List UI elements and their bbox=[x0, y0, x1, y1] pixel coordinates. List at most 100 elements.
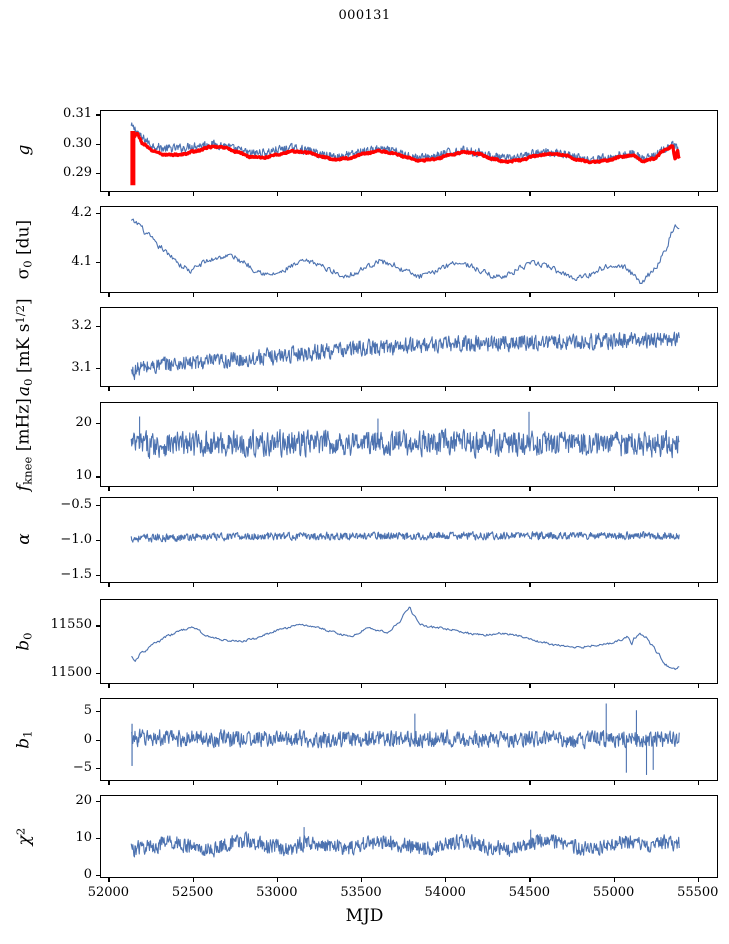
x-tickmark bbox=[613, 583, 615, 587]
x-tickmark bbox=[697, 684, 699, 688]
y-tickmark bbox=[96, 368, 100, 370]
data-series-a0 bbox=[130, 331, 680, 381]
y-tick-label: 20 bbox=[75, 415, 92, 431]
y-tickmark bbox=[96, 476, 100, 478]
x-tick-label: 55500 bbox=[677, 885, 719, 900]
x-tickmark bbox=[529, 192, 531, 196]
data-series-b0 bbox=[131, 606, 680, 671]
data-series-f_knee bbox=[130, 428, 680, 459]
x-tickmark bbox=[192, 487, 194, 491]
x-tickmark bbox=[108, 583, 110, 587]
x-tickmark bbox=[192, 583, 194, 587]
plot-panel-b0 bbox=[100, 599, 718, 684]
y-tickmark bbox=[96, 505, 100, 507]
y-tickmark bbox=[96, 874, 100, 876]
x-tickmark bbox=[276, 583, 278, 587]
x-tickmark bbox=[361, 293, 363, 297]
x-tickmark bbox=[108, 878, 110, 882]
y-tick-label: −1.0 bbox=[60, 532, 92, 547]
x-tickmark bbox=[276, 878, 278, 882]
x-tickmark bbox=[697, 192, 699, 196]
x-tickmark bbox=[445, 293, 447, 297]
y-tick-label: 4.1 bbox=[71, 253, 92, 269]
x-tickmark bbox=[529, 293, 531, 297]
x-tickmark bbox=[613, 684, 615, 688]
data-series-sigma0 bbox=[130, 218, 680, 285]
x-tick-label: 52000 bbox=[87, 885, 130, 900]
y-tickmark bbox=[96, 325, 100, 328]
x-tickmark bbox=[276, 387, 278, 391]
y-tickmark bbox=[96, 423, 100, 425]
y-tick-label: 0 bbox=[83, 731, 92, 747]
data-series-b1 bbox=[131, 728, 680, 750]
x-tickmark bbox=[697, 293, 699, 297]
plot-panel-g bbox=[100, 110, 718, 192]
y-tick-label: 10 bbox=[75, 829, 92, 845]
y-tickmark bbox=[96, 625, 100, 627]
x-tickmark bbox=[192, 293, 194, 297]
x-tickmark bbox=[361, 684, 363, 688]
y-tick-label: −0.5 bbox=[60, 497, 92, 513]
y-axis-label-chi2: χ2 bbox=[13, 827, 35, 845]
y-tick-label: −5 bbox=[72, 760, 92, 776]
y-tickmark bbox=[96, 710, 100, 712]
y-tickmark bbox=[96, 143, 100, 145]
x-tickmark bbox=[276, 192, 278, 196]
y-tick-label: 3.2 bbox=[71, 317, 92, 333]
x-tickmark bbox=[613, 293, 615, 297]
x-tickmark bbox=[108, 487, 110, 491]
x-tickmark bbox=[108, 192, 110, 196]
x-tickmark bbox=[361, 878, 363, 882]
x-tick-label: 54000 bbox=[424, 885, 466, 900]
x-tickmark bbox=[529, 583, 531, 587]
x-axis-label: MJD bbox=[345, 906, 384, 926]
x-tickmark bbox=[697, 583, 699, 587]
x-tickmark bbox=[108, 387, 110, 391]
x-tickmark bbox=[276, 487, 278, 491]
y-tick-label: 0.31 bbox=[63, 106, 92, 122]
x-tickmark bbox=[613, 878, 615, 882]
y-tickmark bbox=[96, 574, 100, 576]
y-tickmark bbox=[96, 800, 100, 802]
figure-title: 000131 bbox=[338, 8, 391, 23]
x-tickmark bbox=[276, 684, 278, 688]
x-tickmark bbox=[361, 487, 363, 491]
x-tickmark bbox=[529, 387, 531, 391]
y-tickmark bbox=[96, 837, 100, 839]
x-tickmark bbox=[192, 192, 194, 196]
y-tick-label: 20 bbox=[75, 792, 92, 808]
y-tick-label: −1.5 bbox=[60, 566, 92, 582]
x-tick-label: 53000 bbox=[256, 885, 298, 900]
x-tickmark bbox=[613, 192, 615, 196]
x-tickmark bbox=[445, 387, 447, 391]
x-tickmark bbox=[445, 878, 447, 882]
x-tickmark bbox=[108, 293, 110, 297]
x-tickmark bbox=[108, 684, 110, 688]
y-tick-label: 5 bbox=[83, 702, 92, 718]
data-series-chi2 bbox=[130, 831, 680, 858]
x-tick-label: 55000 bbox=[592, 885, 635, 900]
x-tickmark bbox=[697, 781, 699, 785]
y-tick-label: 3.1 bbox=[71, 360, 92, 376]
y-tickmark bbox=[96, 173, 100, 175]
y-tickmark bbox=[96, 114, 100, 116]
x-tickmark bbox=[445, 487, 447, 491]
x-tickmark bbox=[613, 487, 615, 491]
y-tickmark bbox=[96, 739, 100, 741]
y-tickmark bbox=[96, 768, 100, 770]
y-tickmark bbox=[96, 261, 100, 263]
x-tickmark bbox=[276, 293, 278, 297]
x-tickmark bbox=[445, 583, 447, 587]
x-tickmark bbox=[445, 684, 447, 688]
y-tick-label: 10 bbox=[75, 468, 92, 484]
y-tickmark bbox=[96, 213, 100, 215]
x-tickmark bbox=[445, 192, 447, 196]
y-tick-label: 11550 bbox=[50, 617, 92, 633]
x-tickmark bbox=[697, 878, 699, 882]
x-tickmark bbox=[697, 487, 699, 491]
x-tickmark bbox=[361, 583, 363, 587]
plot-panel-sigma0 bbox=[100, 206, 718, 293]
x-tickmark bbox=[613, 781, 615, 785]
x-tickmark bbox=[529, 487, 531, 491]
